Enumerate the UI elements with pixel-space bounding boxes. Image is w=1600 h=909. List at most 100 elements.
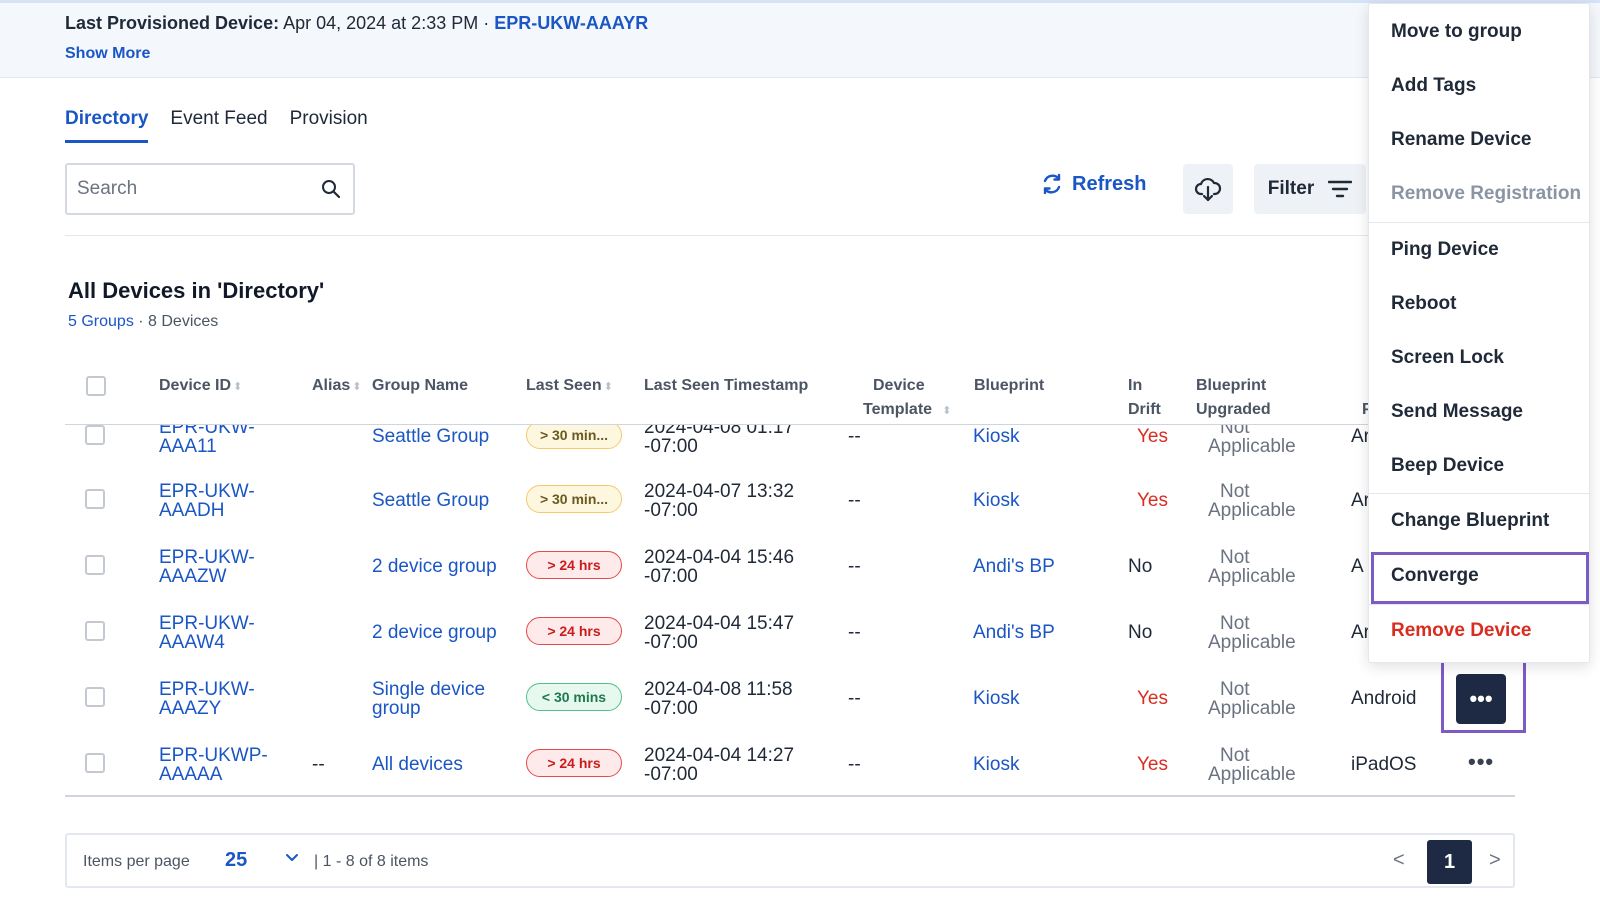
row-actions-menu: Move to group Add Tags Rename Device Rem… bbox=[1368, 3, 1591, 663]
refresh-button[interactable]: Refresh bbox=[1040, 172, 1146, 196]
alias-value: -- bbox=[312, 754, 325, 775]
blueprint-link[interactable]: Kiosk bbox=[973, 754, 1020, 775]
row-checkbox[interactable] bbox=[85, 753, 105, 773]
tab-directory[interactable]: Directory bbox=[65, 108, 149, 143]
column-header-blueprint[interactable]: Blueprint bbox=[974, 377, 1045, 394]
group-name-link[interactable]: All devices bbox=[372, 754, 463, 775]
column-header-last-seen[interactable]: Last Seen ⬍ bbox=[526, 374, 613, 399]
column-header-last-seen-timestamp[interactable]: Last Seen Timestamp bbox=[644, 377, 809, 394]
column-header-device-id[interactable]: Device ID ⬍ bbox=[159, 374, 242, 399]
blueprint-link[interactable]: Kiosk bbox=[973, 688, 1020, 709]
table-row[interactable]: EPR-UKW- AAADH Seattle Group > 30 min... … bbox=[65, 477, 1515, 543]
sort-icon: ⬍ bbox=[352, 381, 362, 393]
toolbar-divider bbox=[65, 235, 1515, 236]
column-header-platform[interactable]: P bbox=[1362, 398, 1373, 422]
last-seen-badge: > 24 hrs bbox=[526, 749, 622, 777]
menu-item-move-to-group[interactable]: Move to group bbox=[1391, 21, 1522, 42]
last-seen-timestamp: 2024-04-04 15:46 -07:00 bbox=[644, 547, 795, 587]
chevron-down-icon[interactable] bbox=[285, 851, 299, 865]
menu-item-send-message[interactable]: Send Message bbox=[1391, 401, 1523, 422]
group-name-link[interactable]: 2 device group bbox=[372, 556, 497, 577]
group-name-link[interactable]: Seattle Group bbox=[372, 426, 490, 447]
group-name-link[interactable]: 2 device group bbox=[372, 622, 497, 643]
items-range: | 1 - 8 of 8 items bbox=[314, 853, 429, 870]
column-header-device-template[interactable]: Template ⬍ bbox=[863, 398, 951, 423]
menu-item-beep-device[interactable]: Beep Device bbox=[1391, 455, 1505, 476]
last-seen-timestamp: 2024-04-08 01:17 -07:00 bbox=[644, 425, 795, 457]
tab-provision[interactable]: Provision bbox=[289, 108, 368, 129]
device-id-link[interactable]: EPR-UKWP- AAAAA bbox=[159, 745, 268, 785]
last-provisioned-device-link[interactable]: EPR-UKW-AAAYR bbox=[494, 13, 649, 33]
blueprint-link[interactable]: Kiosk bbox=[973, 426, 1020, 447]
column-header-in-drift-line1[interactable]: In bbox=[1128, 377, 1143, 394]
table-row[interactable]: EPR-UKW- AAAZY Single device group < 30 mi… bbox=[65, 675, 1515, 741]
menu-item-change-blueprint[interactable]: Change Blueprint bbox=[1391, 510, 1550, 531]
platform-value: Ar bbox=[1351, 426, 1370, 447]
device-template-value: -- bbox=[848, 426, 861, 447]
column-header-blueprint-upgraded-line2[interactable]: Upgraded bbox=[1196, 401, 1271, 418]
device-id-link[interactable]: EPR-UKW- AAAW4 bbox=[159, 613, 255, 653]
section-summary: 5 Groups · 8 Devices bbox=[68, 313, 218, 331]
device-id-link[interactable]: EPR-UKW- AAADH bbox=[159, 481, 255, 521]
tab-bar: Directory Event Feed Provision bbox=[65, 108, 368, 143]
in-drift-value: Yes bbox=[1137, 754, 1168, 775]
menu-item-remove-device[interactable]: Remove Device bbox=[1391, 620, 1532, 641]
sort-icon: ⬍ bbox=[233, 381, 243, 393]
blueprint-upgraded-value: Not Applicable bbox=[1208, 425, 1296, 457]
row-checkbox[interactable] bbox=[85, 555, 105, 575]
group-name-link[interactable]: Single device group bbox=[372, 679, 486, 719]
device-id-link[interactable]: EPR-UKW- AAAZW bbox=[159, 547, 255, 587]
items-per-page-select[interactable]: 25 bbox=[225, 849, 248, 871]
menu-item-reboot[interactable]: Reboot bbox=[1391, 293, 1457, 314]
table-row[interactable]: EPR-UKW- AAAW4 2 device group > 24 hrs 20… bbox=[65, 609, 1515, 675]
blueprint-link[interactable]: Kiosk bbox=[973, 490, 1020, 511]
menu-item-converge[interactable]: Converge bbox=[1391, 565, 1479, 586]
column-header-alias[interactable]: Alias ⬍ bbox=[312, 374, 361, 399]
menu-item-screen-lock[interactable]: Screen Lock bbox=[1391, 347, 1504, 368]
row-actions-button[interactable]: ••• bbox=[1468, 749, 1495, 774]
tab-event-feed[interactable]: Event Feed bbox=[170, 108, 268, 129]
blueprint-link[interactable]: Andi's BP bbox=[973, 622, 1055, 643]
blueprint-link[interactable]: Andi's BP bbox=[973, 556, 1055, 577]
search-box bbox=[65, 163, 355, 215]
device-id-link[interactable]: EPR-UKW- AAA11 bbox=[159, 425, 255, 457]
table-row[interactable]: EPR-UKW- AAAZW 2 device group > 24 hrs 20… bbox=[65, 543, 1515, 609]
table-row[interactable]: EPR-UKW- AAA11 Seattle Group > 30 min... … bbox=[65, 425, 1515, 479]
page-button-current[interactable]: 1 bbox=[1427, 840, 1472, 884]
menu-separator bbox=[1369, 493, 1591, 494]
column-header-device-template-line1[interactable]: Device bbox=[873, 377, 925, 394]
row-actions-button-active[interactable]: ••• bbox=[1456, 674, 1506, 724]
search-input[interactable] bbox=[67, 165, 297, 213]
column-header-label: Alias bbox=[312, 377, 351, 394]
column-header-in-drift-line2[interactable]: Drift bbox=[1128, 401, 1161, 418]
filter-button[interactable]: Filter bbox=[1254, 164, 1366, 214]
row-checkbox[interactable] bbox=[85, 425, 105, 445]
show-more-link[interactable]: Show More bbox=[65, 45, 151, 62]
menu-item-ping-device[interactable]: Ping Device bbox=[1391, 239, 1499, 260]
column-header-label: Template bbox=[863, 401, 933, 418]
search-icon[interactable] bbox=[321, 179, 341, 199]
device-table-body[interactable]: EPR-UKW- AAA11 Seattle Group > 30 min... … bbox=[65, 425, 1515, 795]
in-drift-value: Yes bbox=[1137, 688, 1168, 709]
device-id-link[interactable]: EPR-UKW- AAAZY bbox=[159, 679, 255, 719]
export-button[interactable] bbox=[1183, 164, 1233, 214]
row-checkbox[interactable] bbox=[85, 621, 105, 641]
last-seen-badge: > 24 hrs bbox=[526, 551, 622, 579]
last-seen-badge: > 30 min... bbox=[526, 425, 622, 449]
menu-item-add-tags[interactable]: Add Tags bbox=[1391, 75, 1477, 96]
row-checkbox[interactable] bbox=[85, 489, 105, 509]
row-checkbox[interactable] bbox=[85, 687, 105, 707]
table-row[interactable]: EPR-UKWP- AAAAA -- All devices > 24 hrs 2… bbox=[65, 741, 1515, 795]
previous-page-button[interactable]: < bbox=[1393, 849, 1405, 871]
last-provisioned-banner: Last Provisioned Device: Apr 04, 2024 at… bbox=[0, 0, 1600, 78]
menu-item-rename-device[interactable]: Rename Device bbox=[1391, 129, 1532, 150]
groups-count-link[interactable]: 5 Groups bbox=[68, 313, 134, 330]
column-header-group-name[interactable]: Group Name bbox=[372, 377, 469, 394]
group-name-link[interactable]: Seattle Group bbox=[372, 490, 490, 511]
column-header-blueprint-upgraded-line1[interactable]: Blueprint bbox=[1196, 377, 1267, 394]
device-template-value: -- bbox=[848, 556, 861, 577]
section-title: All Devices in 'Directory' bbox=[68, 278, 325, 303]
select-all-checkbox[interactable] bbox=[86, 376, 106, 396]
next-page-button[interactable]: > bbox=[1489, 849, 1501, 871]
refresh-label: Refresh bbox=[1072, 172, 1147, 195]
